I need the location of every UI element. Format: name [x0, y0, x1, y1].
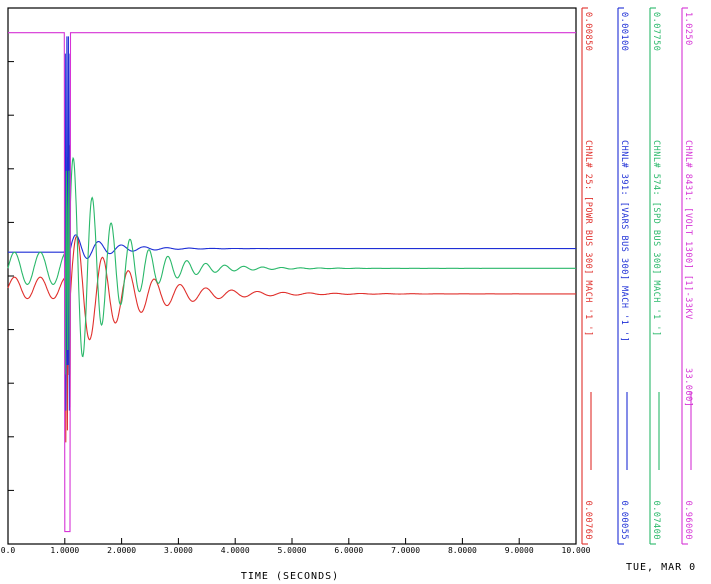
series-line	[8, 32, 576, 533]
channel-scale-label: CHNL# 574: [SPD BUS 300] MACH '1 ']	[651, 140, 661, 337]
series-line	[7, 145, 576, 443]
channel-scale-label: 0.07750	[651, 12, 661, 51]
x-tick-label: 1.0000	[50, 546, 79, 555]
footer-date: TUE, MAR 0	[626, 562, 696, 573]
channel-scale-label: 0.07400	[651, 501, 661, 540]
x-axis-label: TIME (SECONDS)	[241, 571, 339, 582]
x-tick-label: 2.0000	[107, 546, 136, 555]
x-tick-marks	[7, 538, 577, 544]
series-lines	[7, 32, 576, 533]
channel-scale-label: 0.00100	[619, 12, 629, 51]
channel-scale-label: 0.00850	[583, 12, 593, 51]
series-line	[7, 156, 576, 375]
x-tick-label: 8.0000	[448, 546, 477, 555]
x-tick-label: 7.0000	[391, 546, 420, 555]
series-line	[8, 36, 576, 411]
channel-scales: 0.00850 0.00760 CHNL# 25: [POWR BUS 300] M…	[581, 7, 693, 545]
y-tick-marks	[8, 61, 14, 491]
x-tick-label: 6.0000	[334, 546, 363, 555]
plot-frame	[7, 7, 577, 545]
x-tick-label: 9.0000	[505, 546, 534, 555]
channel-scale-label: 33.000]	[683, 368, 693, 407]
x-tick-label: 5.0000	[278, 546, 307, 555]
x-tick-label: 4.0000	[221, 546, 250, 555]
x-tick-label: 0.0	[1, 546, 16, 555]
x-tick-labels: 0.0 1.0000 2.0000 3.0000 4.0000 5.0000 6.0000 7…	[1, 546, 591, 555]
channel-scale-label: CHNL# 25: [POWR BUS 300] MACH '1 ']	[583, 140, 593, 337]
x-tick-label: 10.000	[562, 546, 591, 555]
channel-scale-label: 0.96000	[683, 501, 693, 540]
channel-scale-label: 0.00760	[583, 501, 593, 540]
x-tick-label: 3.0000	[164, 546, 193, 555]
channel-scale-label: CHNL# 8431: [VOLT 1300] [1]-33KV	[683, 140, 693, 320]
channel-scale-label: 0.00055	[619, 501, 629, 540]
channel-scale-label: 1.0250	[683, 12, 693, 46]
channel-scale-label: CHNL# 391: [VARS BUS 300] MACH '1 ']	[619, 140, 629, 342]
